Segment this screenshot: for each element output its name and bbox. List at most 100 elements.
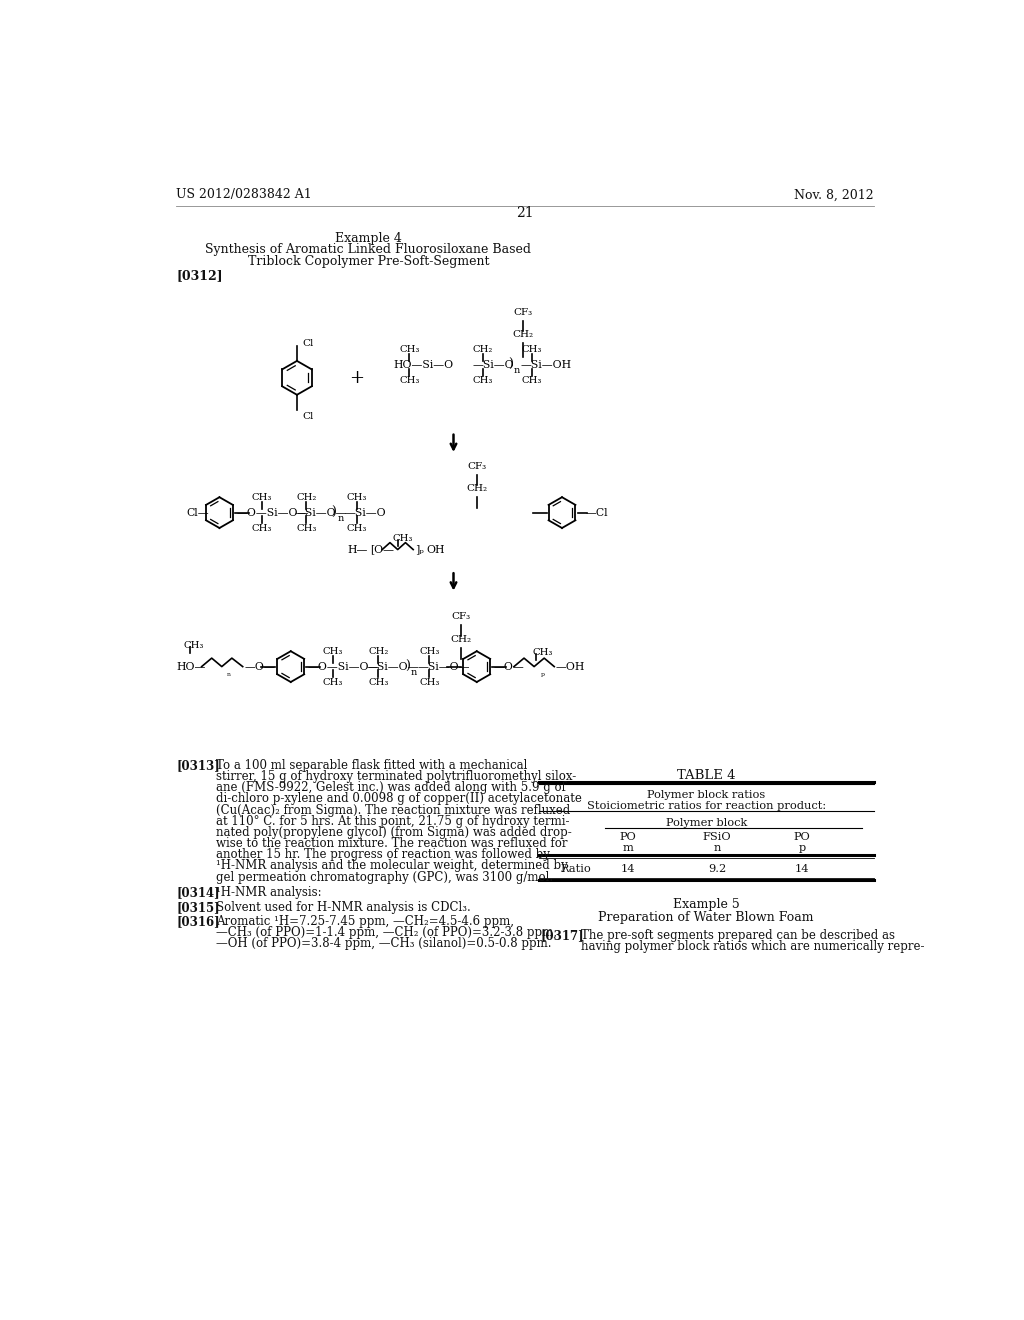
Text: —Si—O—: —Si—O— bbox=[367, 661, 419, 672]
Text: ane (FMS-9922, Gelest inc.) was added along with 5.9 g of: ane (FMS-9922, Gelest inc.) was added al… bbox=[216, 781, 566, 795]
Text: Preparation of Water Blown Foam: Preparation of Water Blown Foam bbox=[598, 911, 814, 924]
Text: another 15 hr. The progress of reaction was followed by: another 15 hr. The progress of reaction … bbox=[216, 849, 550, 862]
Text: having polymer block ratios which are numerically repre-: having polymer block ratios which are nu… bbox=[581, 940, 924, 953]
Text: Triblock Copolymer Pre-Soft-Segment: Triblock Copolymer Pre-Soft-Segment bbox=[248, 255, 489, 268]
Text: p: p bbox=[799, 843, 806, 853]
Text: n: n bbox=[410, 668, 417, 677]
Text: +: + bbox=[349, 368, 365, 387]
Text: PO: PO bbox=[620, 832, 636, 842]
Text: —Si—O: —Si—O bbox=[473, 360, 514, 370]
Text: n: n bbox=[714, 843, 721, 853]
Text: ₙ: ₙ bbox=[226, 669, 230, 678]
Text: n: n bbox=[513, 367, 519, 375]
Text: [0312]: [0312] bbox=[176, 269, 222, 282]
Text: CH₃: CH₃ bbox=[532, 648, 553, 657]
Text: wise to the reaction mixture. The reaction was refluxed for: wise to the reaction mixture. The reacti… bbox=[216, 837, 568, 850]
Text: Cl: Cl bbox=[302, 339, 313, 347]
Text: 14: 14 bbox=[621, 865, 635, 874]
Text: H—: H— bbox=[348, 545, 369, 554]
Text: TABLE 4: TABLE 4 bbox=[677, 770, 735, 781]
Text: CF₃: CF₃ bbox=[452, 612, 471, 620]
Text: Polymer block: Polymer block bbox=[666, 817, 746, 828]
Text: HO—: HO— bbox=[176, 661, 206, 672]
Text: ¹H-NMR analysis and the molecular weight, determined by: ¹H-NMR analysis and the molecular weight… bbox=[216, 859, 568, 873]
Text: CH₂: CH₂ bbox=[369, 647, 388, 656]
Text: The pre-soft segments prepared can be described as: The pre-soft segments prepared can be de… bbox=[581, 929, 895, 942]
Text: CH₃: CH₃ bbox=[323, 647, 343, 656]
Text: —Si—O—: —Si—O— bbox=[295, 508, 347, 517]
Text: CH₃: CH₃ bbox=[473, 376, 494, 385]
Text: —Si—OH: —Si—OH bbox=[521, 360, 572, 370]
Text: [O—: [O— bbox=[370, 545, 394, 554]
Text: ¹H-NMR analysis:: ¹H-NMR analysis: bbox=[216, 887, 322, 899]
Text: —CH₃ (of PPO)=1-1.4 ppm, —CH₂ (of PPO)=3.2-3.8 ppm,: —CH₃ (of PPO)=1-1.4 ppm, —CH₂ (of PPO)=3… bbox=[216, 927, 557, 939]
Text: [0315]: [0315] bbox=[176, 900, 220, 913]
Text: —OH: —OH bbox=[556, 661, 585, 672]
Text: gel permeation chromatography (GPC), was 3100 g/mol.: gel permeation chromatography (GPC), was… bbox=[216, 871, 554, 883]
Text: ): ) bbox=[508, 358, 513, 371]
Text: PO: PO bbox=[794, 832, 811, 842]
Text: [0313]: [0313] bbox=[176, 759, 220, 772]
Text: —OH (of PPO)=3.8-4 ppm, —CH₃ (silanol)=0.5-0.8 ppm.: —OH (of PPO)=3.8-4 ppm, —CH₃ (silanol)=0… bbox=[216, 937, 552, 950]
Text: ]ₚ: ]ₚ bbox=[415, 545, 424, 554]
Text: Ratio: Ratio bbox=[560, 865, 591, 874]
Text: Polymer block ratios: Polymer block ratios bbox=[647, 789, 765, 800]
Text: CH₃: CH₃ bbox=[419, 678, 439, 688]
Text: To a 100 ml separable flask fitted with a mechanical: To a 100 ml separable flask fitted with … bbox=[216, 759, 527, 772]
Text: HO—Si—O: HO—Si—O bbox=[393, 360, 454, 370]
Text: Cl: Cl bbox=[302, 412, 313, 421]
Text: Example 4: Example 4 bbox=[335, 231, 401, 244]
Text: CF₃: CF₃ bbox=[467, 462, 486, 471]
Text: Synthesis of Aromatic Linked Fluorosiloxane Based: Synthesis of Aromatic Linked Fluorosilox… bbox=[205, 243, 531, 256]
Text: CH₃: CH₃ bbox=[393, 535, 414, 544]
Text: —O—: —O— bbox=[245, 661, 275, 672]
Text: CH₃: CH₃ bbox=[323, 678, 343, 688]
Text: CH₂: CH₂ bbox=[451, 635, 472, 644]
Text: nated poly(propylene glycol) (from Sigma) was added drop-: nated poly(propylene glycol) (from Sigma… bbox=[216, 826, 572, 840]
Text: 21: 21 bbox=[516, 206, 534, 220]
Text: m: m bbox=[623, 843, 633, 853]
Text: 14: 14 bbox=[795, 865, 810, 874]
Text: CH₃: CH₃ bbox=[369, 678, 388, 688]
Text: —Si—O—: —Si—O— bbox=[418, 661, 470, 672]
Text: CH₃: CH₃ bbox=[346, 492, 367, 502]
Text: OH: OH bbox=[426, 545, 444, 554]
Text: CH₃: CH₃ bbox=[183, 640, 204, 649]
Text: —O—Si—O—: —O—Si—O— bbox=[237, 508, 309, 517]
Text: —Cl: —Cl bbox=[586, 508, 608, 517]
Text: Example 5: Example 5 bbox=[673, 899, 739, 911]
Text: CH₃: CH₃ bbox=[346, 524, 367, 533]
Text: di-chloro p-xylene and 0.0098 g of copper(II) acetylacetonate: di-chloro p-xylene and 0.0098 g of coppe… bbox=[216, 792, 583, 805]
Text: CH₃: CH₃ bbox=[296, 524, 316, 533]
Text: 9.2: 9.2 bbox=[708, 865, 726, 874]
Text: ): ) bbox=[406, 660, 411, 673]
Text: CH₂: CH₂ bbox=[473, 345, 494, 354]
Text: CH₃: CH₃ bbox=[521, 376, 542, 385]
Text: CH₃: CH₃ bbox=[252, 524, 272, 533]
Text: —Si—O: —Si—O bbox=[345, 508, 387, 517]
Text: at 110° C. for 5 hrs. At this point, 21.75 g of hydroxy termi-: at 110° C. for 5 hrs. At this point, 21.… bbox=[216, 814, 569, 828]
Text: ): ) bbox=[331, 506, 336, 519]
Text: CH₂: CH₂ bbox=[513, 330, 534, 339]
Text: CH₃: CH₃ bbox=[399, 345, 420, 354]
Text: Solvent used for H-NMR analysis is CDCl₃.: Solvent used for H-NMR analysis is CDCl₃… bbox=[216, 900, 471, 913]
Text: [0316]: [0316] bbox=[176, 915, 220, 928]
Text: CH₃: CH₃ bbox=[252, 492, 272, 502]
Text: CF₃: CF₃ bbox=[514, 308, 532, 317]
Text: CH₃: CH₃ bbox=[521, 345, 542, 354]
Text: —O—Si—O—: —O—Si—O— bbox=[308, 661, 380, 672]
Text: —O—: —O— bbox=[494, 661, 524, 672]
Text: Aromatic ¹H=7.25-7.45 ppm, —CH₂=4.5-4.6 ppm,: Aromatic ¹H=7.25-7.45 ppm, —CH₂=4.5-4.6 … bbox=[216, 915, 514, 928]
Text: CH₂: CH₂ bbox=[466, 484, 487, 494]
Text: [0314]: [0314] bbox=[176, 887, 220, 899]
Text: Stoiciometric ratios for reaction product:: Stoiciometric ratios for reaction produc… bbox=[587, 800, 825, 810]
Text: FSiO: FSiO bbox=[702, 832, 731, 842]
Text: Cl—: Cl— bbox=[186, 508, 209, 517]
Text: ₚ: ₚ bbox=[541, 669, 545, 678]
Text: CH₃: CH₃ bbox=[399, 376, 420, 385]
Text: Nov. 8, 2012: Nov. 8, 2012 bbox=[794, 189, 873, 202]
Text: CH₃: CH₃ bbox=[419, 647, 439, 656]
Text: (Cu(Acac)₂ from Sigma). The reaction mixture was refluxed: (Cu(Acac)₂ from Sigma). The reaction mix… bbox=[216, 804, 570, 817]
Text: n: n bbox=[337, 515, 343, 523]
Text: US 2012/0283842 A1: US 2012/0283842 A1 bbox=[176, 189, 311, 202]
